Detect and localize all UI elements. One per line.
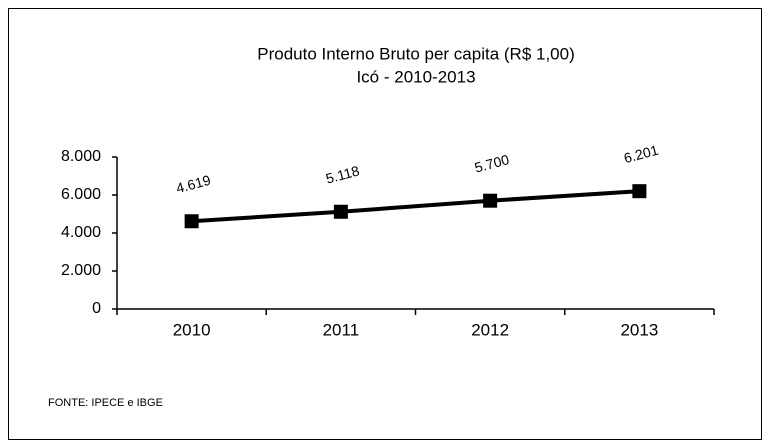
y-tick-label: 4.000	[61, 224, 101, 241]
x-tick-label: 2011	[323, 320, 360, 339]
y-tick-label: 8.000	[61, 148, 101, 165]
y-tick-label: 6.000	[61, 186, 101, 203]
y-tick-label: 2.000	[61, 262, 101, 279]
point-marker	[184, 214, 199, 229]
point-marker	[333, 204, 348, 219]
chart-frame	[8, 8, 762, 440]
chart-title: Produto Interno Bruto per capita (R$ 1,0…	[257, 44, 575, 63]
x-tick-label: 2010	[173, 320, 211, 339]
source-note: FONTE: IPECE e IBGE	[48, 397, 163, 409]
series-line	[191, 189, 640, 224]
x-tick-label: 2012	[471, 320, 509, 339]
chart-subtitle: Icó - 2010-2013	[356, 67, 475, 86]
point-marker	[632, 184, 647, 199]
x-tick-label: 2013	[620, 320, 658, 339]
y-tick-label: 0	[92, 300, 101, 317]
point-marker	[483, 193, 498, 208]
